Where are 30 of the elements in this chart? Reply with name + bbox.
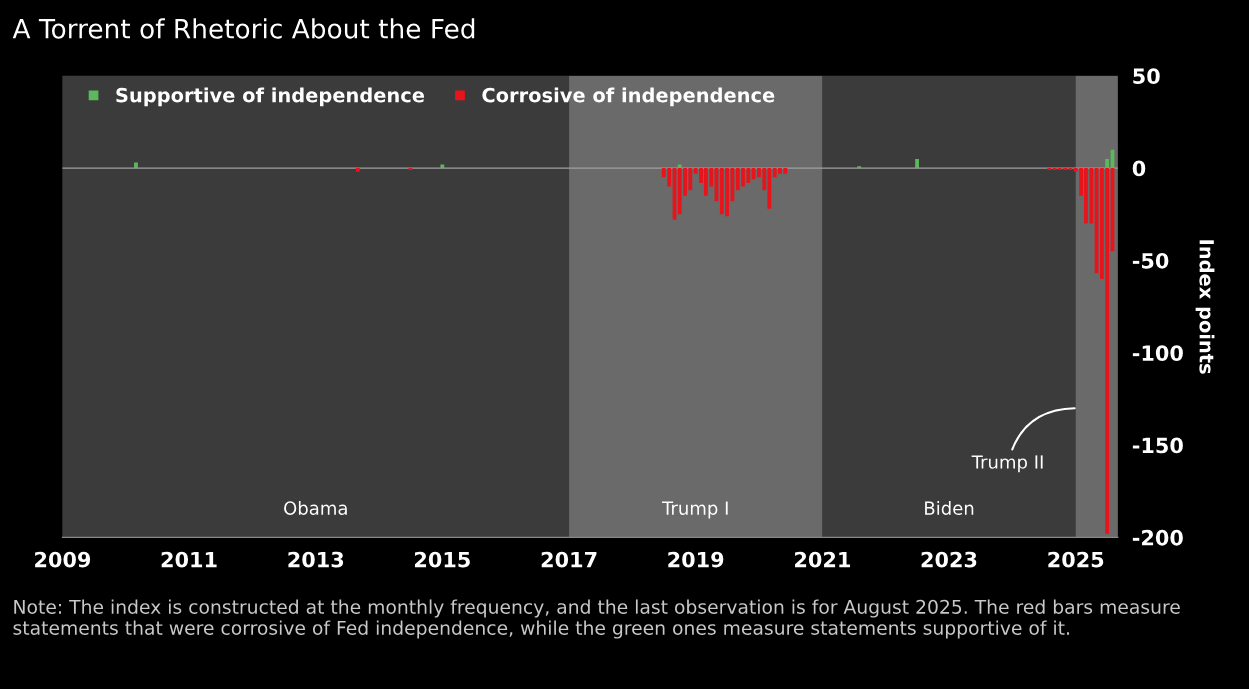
x-tick-label: 2011 bbox=[161, 551, 217, 568]
band-label: Biden bbox=[925, 500, 974, 515]
y-axis-title: Index points bbox=[1195, 240, 1215, 374]
y-tick-label: -50 bbox=[1132, 252, 1169, 269]
bar bbox=[355, 168, 360, 172]
y-tick-label: -100 bbox=[1132, 345, 1183, 361]
bar bbox=[915, 158, 919, 169]
y-tick-label: -150 bbox=[1132, 437, 1183, 454]
y-tick-label: 0 bbox=[1132, 160, 1146, 177]
x-tick-label: 2021 bbox=[795, 551, 850, 568]
bar bbox=[677, 164, 682, 169]
band-label: Obama bbox=[284, 500, 347, 515]
x-tick-label: 2013 bbox=[288, 551, 344, 568]
legend-label: Supportive of independence bbox=[116, 87, 425, 107]
bar bbox=[440, 164, 445, 169]
y-tick-label: -200 bbox=[1132, 529, 1183, 546]
x-tick-label: 2009 bbox=[35, 551, 91, 568]
x-tick-label: 2015 bbox=[415, 551, 470, 568]
band-label: Trump I bbox=[662, 501, 728, 519]
text: Note: The index is constructed at the monthly frequency, and the last observation is for August 2025. The red bars measure statements that were corrosive of Fed independence, while the green ones measure statements supportive of it. bbox=[13, 599, 1180, 639]
bar bbox=[134, 162, 138, 169]
x-tick-label: 2019 bbox=[668, 551, 724, 568]
y-tick-label: 50 bbox=[1133, 68, 1160, 84]
x-tick-label: 2023 bbox=[921, 551, 977, 568]
x-tick-label: 2017 bbox=[541, 551, 597, 568]
legend-label: Corrosive of independence bbox=[482, 87, 775, 107]
chart-title: A Torrent of Rhetoric About the Fed bbox=[12, 18, 475, 39]
x-tick-label: 2025 bbox=[1048, 551, 1104, 568]
band-label: Trump II bbox=[971, 455, 1043, 473]
bar bbox=[1105, 158, 1110, 169]
